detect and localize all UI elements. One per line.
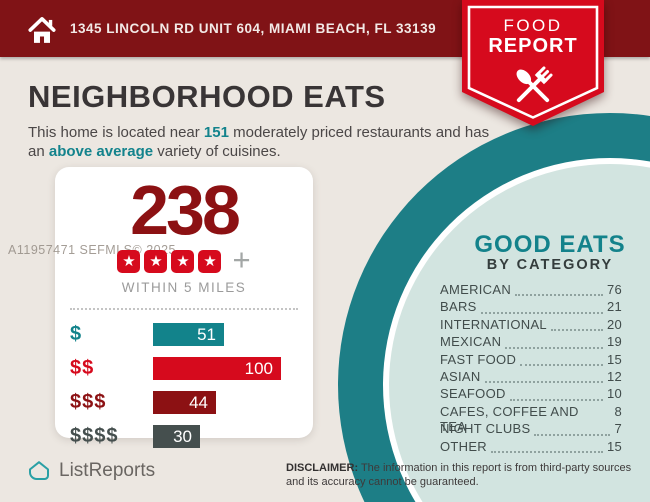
good-eats-subtitle: BY CATEGORY: [486, 257, 614, 273]
variety-highlight: above average: [48, 143, 154, 161]
dotted-leader: [534, 433, 611, 436]
intro-text-post: variety of cuisines.: [153, 143, 281, 161]
price-tier-label: $$: [70, 357, 95, 380]
category-label: MEXICAN: [440, 334, 502, 350]
star-icon: ★: [144, 249, 168, 273]
price-bar: 44: [153, 391, 216, 415]
disclaimer: DISCLAIMER: The information in this repo…: [286, 461, 650, 490]
plus-icon: +: [232, 242, 251, 278]
price-bar-row: $$$ 44: [55, 391, 313, 415]
rating-stars: ★ ★ ★ ★ +: [55, 242, 313, 278]
price-bar: 30: [153, 425, 200, 449]
dotted-leader: [484, 381, 603, 384]
category-row: ASIAN 12: [440, 369, 622, 386]
ribbon-shape: [462, 0, 604, 126]
category-count: 8: [614, 403, 622, 419]
category-count: 76: [606, 282, 622, 297]
price-bar-row: $$$$ 30: [55, 425, 313, 449]
price-bar-value: 51: [197, 324, 216, 344]
price-bar-row: $51: [55, 323, 313, 347]
dotted-leader: [505, 346, 603, 349]
price-bar: 51: [153, 323, 224, 347]
badge-line2: REPORT: [488, 35, 578, 57]
category-count: 15: [606, 351, 622, 367]
category-row: CAFES, COFFEE AND TEA 8: [440, 403, 622, 434]
category-row: AMERICAN 76: [440, 282, 622, 299]
listreports-house-icon: [29, 461, 49, 480]
good-eats-title: GOOD EATS: [474, 231, 626, 258]
price-tier-label: $$$$: [70, 425, 119, 448]
restaurant-count: 151: [203, 124, 229, 141]
category-count: 10: [606, 386, 622, 402]
dotted-leader: [491, 450, 603, 453]
fork-spoon-icon: [516, 66, 553, 103]
badge-line1: FOOD: [503, 16, 563, 35]
radius-caption: WITHIN 5 MILES: [121, 280, 247, 296]
category-label: SEAFOOD: [440, 386, 506, 402]
dotted-leader: [509, 398, 603, 401]
category-row: INTERNATIONAL 20: [440, 317, 622, 334]
star-icon: ★: [117, 249, 141, 273]
price-bar-row: $$ 100: [55, 357, 313, 381]
intro-text-pre: This home is located near: [28, 124, 204, 141]
listreports-logo: ListReports: [27, 459, 155, 483]
price-tier-label: $$$: [70, 391, 107, 414]
price-bar-value: 100: [244, 358, 273, 378]
price-bar-chart: $51 $$ 100 $$$ 44 $$$$ 30: [55, 323, 313, 449]
category-row: BARS 21: [440, 299, 622, 316]
price-bar-value: 30: [173, 426, 192, 446]
category-count: 20: [606, 316, 622, 332]
category-count: 19: [606, 334, 622, 350]
category-label: ASIAN: [440, 368, 481, 384]
category-list: AMERICAN 76 BARS 21 INTERNATIONAL 20 MEXICAN 19…: [440, 282, 622, 456]
disclaimer-label: DISCLAIMER:: [286, 462, 359, 474]
property-address: 1345 LINCOLN RD UNIT 604, MIAMI BEACH, F…: [70, 21, 437, 36]
brand-name: ListReports: [59, 460, 156, 481]
dotted-leader: [480, 311, 603, 314]
category-label: BARS: [440, 299, 477, 315]
category-row: FAST FOOD 15: [440, 352, 622, 369]
stat-card: 238 ★ ★ ★ ★ + WITHIN 5 MILES $51 $$ 100 $$$ 44 $$…: [55, 167, 313, 449]
dotted-divider: [70, 308, 298, 311]
star-icon: ★: [198, 249, 222, 273]
category-count: 12: [606, 368, 622, 384]
dotted-leader: [520, 363, 603, 366]
page-title: NEIGHBORHOOD EATS: [28, 79, 386, 114]
house-icon: [28, 16, 56, 43]
category-count: 21: [606, 299, 622, 315]
category-label: OTHER: [440, 438, 487, 454]
total-restaurants: 238: [130, 171, 241, 249]
price-bar: 100: [153, 357, 281, 381]
category-count: 7: [614, 421, 622, 437]
category-row: SEAFOOD 10: [440, 386, 622, 403]
category-label: FAST FOOD: [440, 351, 517, 367]
dotted-leader: [550, 329, 603, 332]
price-tier-label: $: [70, 323, 83, 346]
category-row: MEXICAN 19: [440, 334, 622, 351]
category-label: INTERNATIONAL: [440, 316, 547, 332]
star-icon: ★: [171, 249, 195, 273]
intro-section: NEIGHBORHOOD EATS This home is located n…: [28, 79, 498, 161]
category-label: AMERICAN: [440, 282, 512, 297]
food-report-badge: FOOD REPORT: [462, 0, 604, 126]
price-bar-value: 44: [189, 392, 208, 412]
category-label: NIGHT CLUBS: [440, 421, 531, 437]
category-row: OTHER 15: [440, 439, 622, 456]
dotted-leader: [515, 294, 603, 297]
intro-text: This home is located near 151 moderately…: [28, 123, 490, 161]
category-count: 15: [606, 438, 622, 454]
